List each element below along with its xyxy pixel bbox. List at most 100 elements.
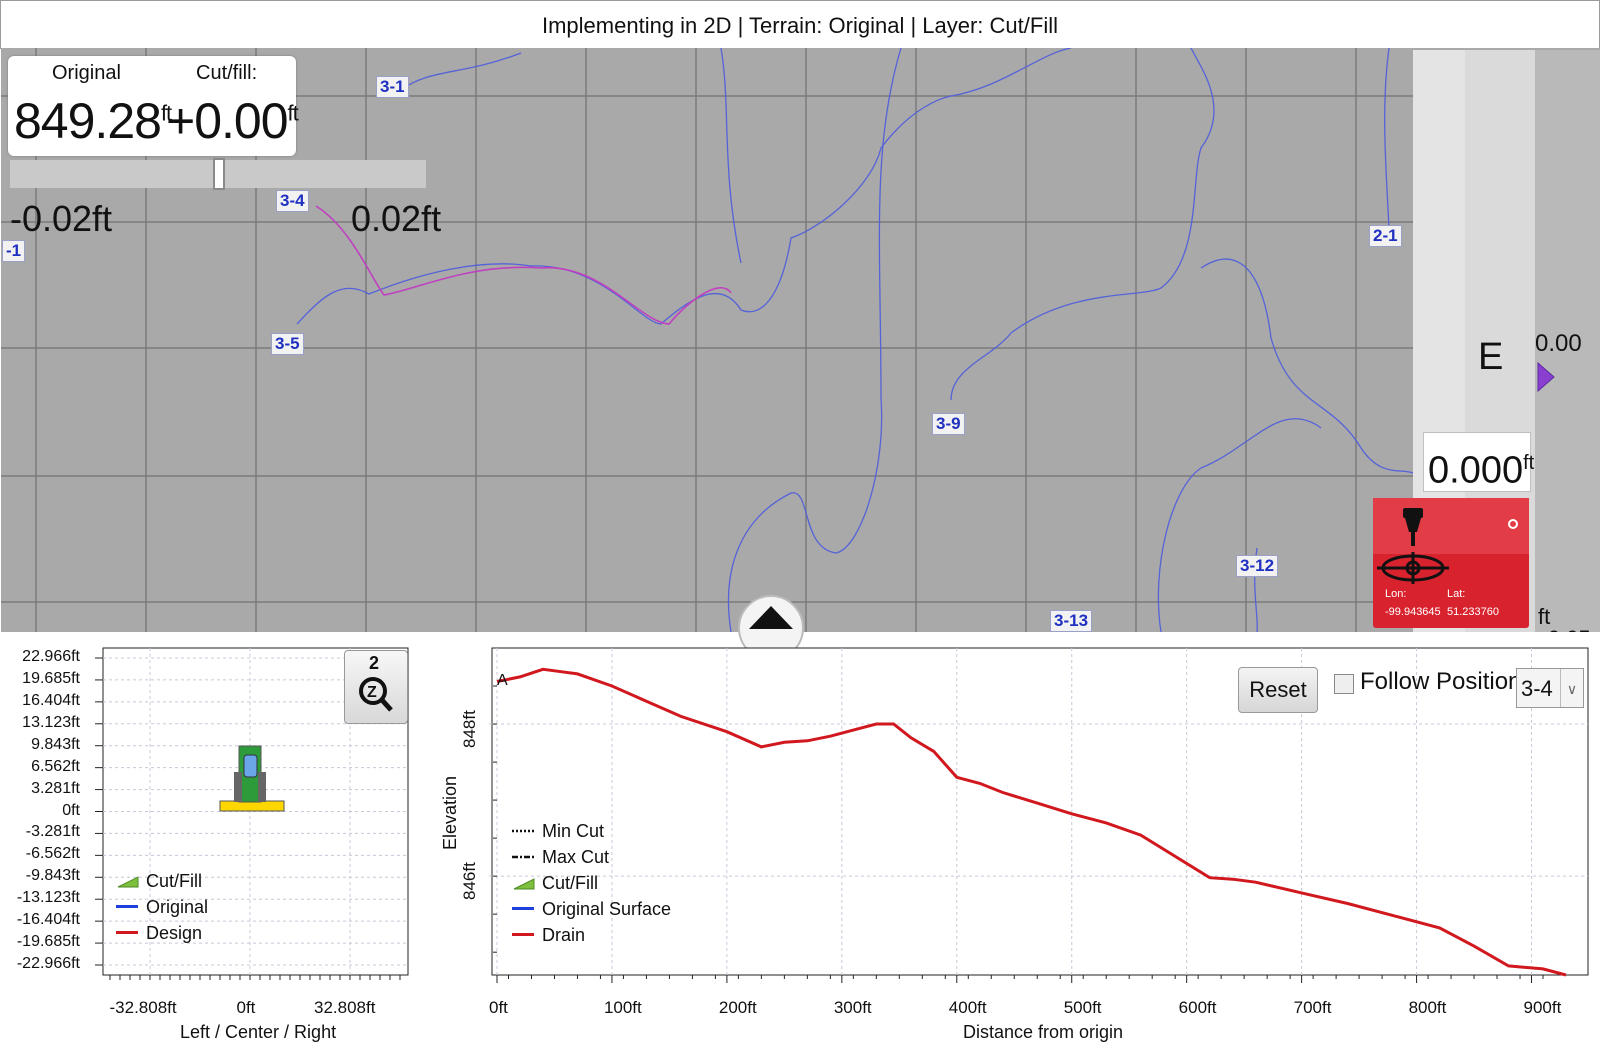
map-line (1200, 258, 1414, 474)
profile-x-tick-label: 700ft (1293, 998, 1332, 1017)
cross-section-legend: Cut/Fill Original Design (116, 868, 208, 946)
elevation-readout: Original Cut/fill: 849.28ft +0.00ft (8, 56, 299, 156)
profile-start-marker: A (497, 672, 508, 689)
profile-x-tick-label: 600ft (1178, 998, 1217, 1017)
svg-text:Z: Z (367, 684, 377, 701)
cutfill-swatch (117, 876, 139, 888)
selected-line-3-4 (315, 205, 732, 325)
gps-position-button[interactable]: Lon: Lat: -99.943645 51.233760 (1373, 498, 1529, 628)
cs-y-tick-label: -19.685ft (16, 933, 80, 951)
map-line (950, 48, 1215, 401)
original-swatch (116, 905, 138, 908)
slider-max-label: 0.02ft (351, 198, 442, 239)
chevron-down-icon: ∨ (1560, 669, 1583, 707)
map-line (727, 48, 902, 632)
reset-button[interactable]: Reset (1238, 667, 1318, 713)
legend-item: Max Cut (512, 844, 671, 870)
map-label[interactable]: 3-1 (376, 76, 409, 98)
cs-y-tick-label: 3.281ft (31, 779, 80, 797)
cs-y-tick-label: -9.843ft (25, 867, 80, 885)
legend-item: Original Surface (512, 896, 671, 922)
legend-item: Original (116, 894, 208, 920)
map-line (296, 48, 1072, 325)
profile-legend: Min Cut Max Cut Cut/Fill Original Surfac… (512, 818, 671, 948)
profile-x-tick-label: 900ft (1523, 998, 1562, 1017)
cs-x-tick-label: -32.808ft (109, 998, 177, 1017)
map-label[interactable]: 2-1 (1369, 225, 1402, 247)
follow-position-checkbox[interactable] (1334, 674, 1354, 694)
tolerance-slider-thumb[interactable] (213, 158, 225, 190)
cs-y-tick-label: 13.123ft (22, 713, 80, 731)
max-cut-swatch (512, 855, 534, 859)
expand-map-button[interactable] (738, 595, 804, 661)
up-arrow-icon (749, 606, 793, 629)
profile-x-title: Distance from origin (963, 1022, 1124, 1042)
cutfill-swatch (513, 878, 535, 890)
right-value: 0.00 (1535, 330, 1582, 357)
map-line (720, 48, 742, 264)
direction-indicator: E (1478, 336, 1504, 378)
cs-x-tick-label: 32.808ft (314, 998, 376, 1017)
cs-y-tick-label: 16.404ft (22, 691, 80, 709)
pin-target-icon (1373, 498, 1529, 584)
map-label[interactable]: 3-5 (271, 333, 304, 355)
original-value: 849.28ft (14, 93, 172, 149)
cs-y-tick-label: 9.843ft (31, 735, 80, 753)
zoom-button[interactable]: 2 Z (344, 650, 408, 724)
map-label[interactable]: 3-13 (1050, 610, 1093, 632)
lon-label: Lon: (1385, 588, 1407, 600)
position-marker-icon (1537, 362, 1555, 392)
map-label[interactable]: 3-9 (932, 413, 965, 435)
cutfill-value: +0.00ft (166, 93, 299, 149)
offset-readout: 0.000ft (1423, 432, 1534, 492)
map-label[interactable]: 3-12 (1236, 555, 1279, 577)
profile-x-tick-label: 800ft (1408, 998, 1447, 1017)
cs-y-tick-label: -6.562ft (25, 845, 80, 863)
cs-y-tick-label: -16.404ft (16, 911, 80, 929)
scale-unit: ft (1538, 604, 1551, 629)
slider-min-label: -0.02ft (10, 198, 113, 239)
legend-item: Design (116, 920, 208, 946)
zoom-level: 2 (369, 653, 380, 673)
drain-swatch (512, 933, 534, 936)
profile-x-tick-label: 400ft (948, 998, 987, 1017)
cs-y-tick-label: -3.281ft (25, 823, 80, 841)
profile-y-tick-label: 848ft (460, 710, 479, 749)
follow-position-label[interactable]: Follow Position (1360, 668, 1522, 695)
profile-x-tick-label: 0ft (489, 998, 508, 1017)
cs-y-tick-label: 0ft (62, 801, 80, 819)
map-line (400, 52, 522, 91)
cs-x-tick-label: 0ft (236, 998, 256, 1017)
cs-y-tick-label: 6.562ft (31, 757, 80, 775)
cs-y-tick-label: -22.966ft (16, 955, 80, 972)
map-line (1384, 48, 1390, 229)
profile-x-tick-label: 300ft (833, 998, 872, 1017)
line-select[interactable]: 3-4 ∨ (1516, 668, 1584, 708)
profile-x-tick-label: 100ft (603, 998, 642, 1017)
profile-y-title: Elevation (440, 775, 460, 850)
cs-y-tick-label: 22.966ft (22, 648, 80, 665)
lon-value: -99.943645 (1385, 606, 1441, 618)
zoom-icon: Z (359, 677, 393, 712)
profile-x-tick-label: 500ft (1063, 998, 1102, 1017)
map-line (1157, 418, 1322, 632)
cross-section-x-title: Left / Center / Right (180, 1022, 337, 1042)
original-surface-swatch (512, 907, 534, 910)
profile-x-tick-label: 200ft (718, 998, 757, 1017)
map-side-edge (1535, 50, 1600, 634)
cs-y-tick-label: 19.685ft (22, 669, 80, 687)
min-cut-swatch (512, 829, 534, 833)
original-label: Original (52, 62, 121, 84)
legend-item: Drain (512, 922, 671, 948)
map-label[interactable]: 3-4 (276, 190, 309, 212)
lat-label: Lat: (1447, 588, 1466, 600)
profile-y-tick-label: 846ft (460, 862, 479, 901)
cutfill-label: Cut/fill: (196, 62, 258, 84)
legend-item: Cut/Fill (512, 870, 671, 896)
window-title: Implementing in 2D | Terrain: Original |… (0, 0, 1600, 49)
lat-value: 51.233760 (1447, 606, 1499, 618)
legend-item: Min Cut (512, 818, 671, 844)
map-label[interactable]: -1 (2, 240, 26, 262)
cs-y-tick-label: -13.123ft (16, 889, 80, 907)
design-swatch (116, 931, 138, 934)
